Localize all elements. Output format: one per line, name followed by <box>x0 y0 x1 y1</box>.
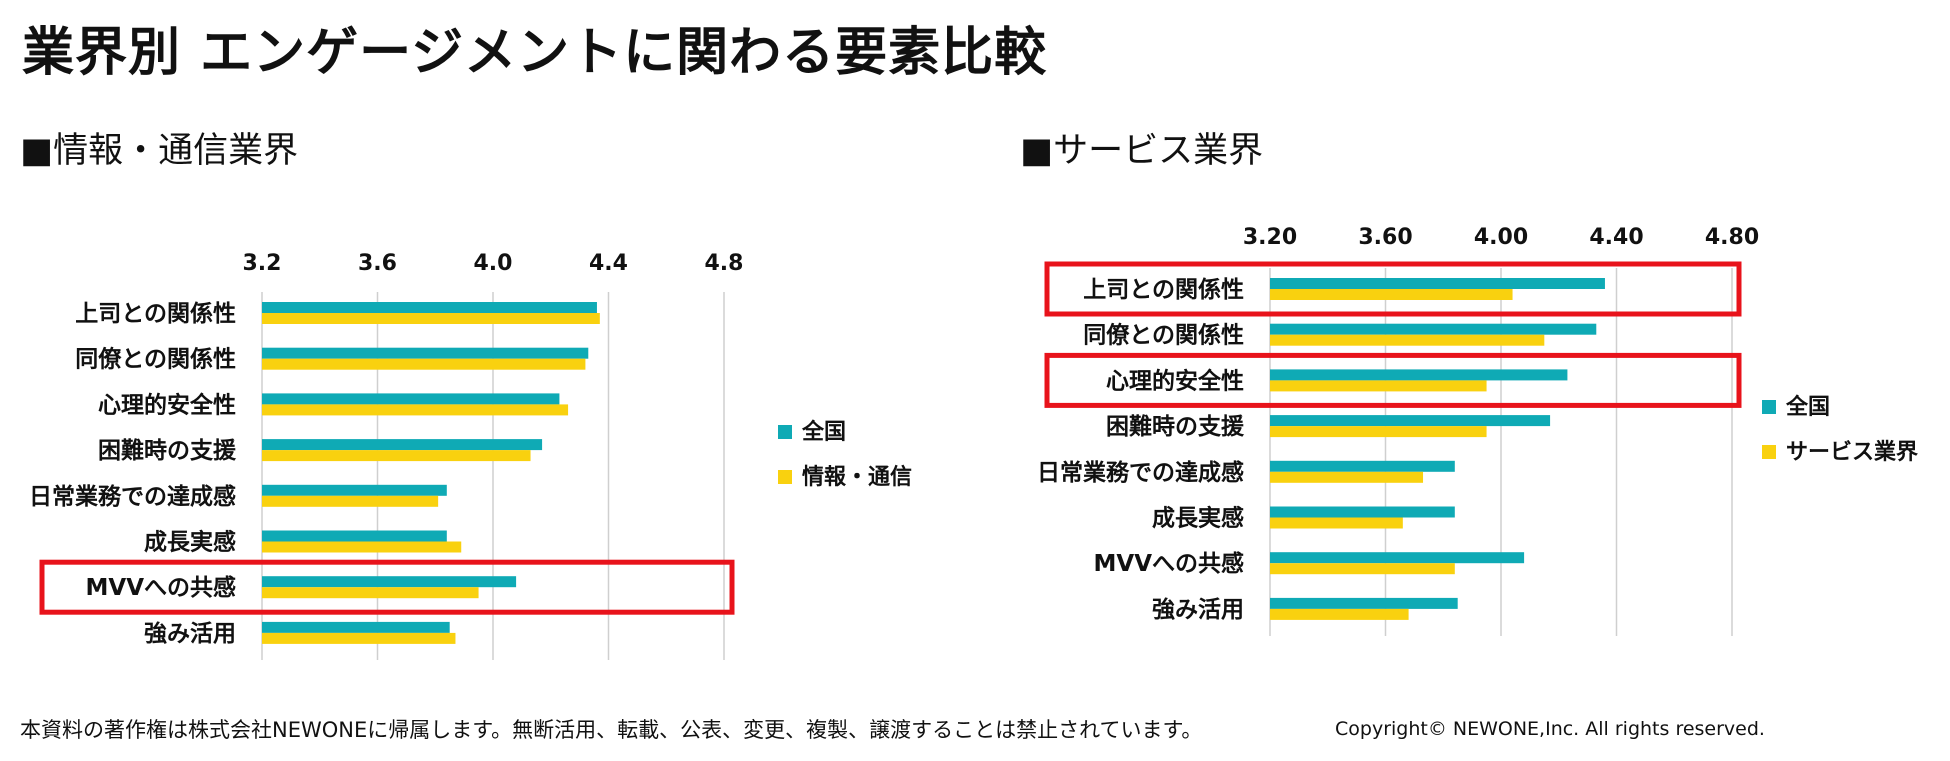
legend-label-0-1: 情報・通信 <box>802 464 912 490</box>
highlight-box-1-1 <box>1044 352 1742 408</box>
legend-swatch-1-0 <box>1762 400 1776 414</box>
category-label-0-7: 強み活用 <box>144 621 236 647</box>
category-label-0-5: 成長実感 <box>144 529 236 556</box>
tick-label-0-4: 4.8 <box>705 251 744 276</box>
bar-1-0-2 <box>1270 369 1568 381</box>
category-label-1-4: 日常業務での達成感 <box>1037 459 1244 486</box>
bar-1-0-1 <box>1270 323 1597 335</box>
bar-0-1-0 <box>262 313 600 324</box>
bar-0-1-6 <box>262 587 479 599</box>
bar-1-1-7 <box>1270 608 1409 620</box>
category-label-0-3: 困難時の支援 <box>98 437 237 464</box>
bar-0-0-7 <box>262 621 450 633</box>
bar-1-1-3 <box>1270 426 1487 438</box>
category-label-1-1: 同僚との関係性 <box>1083 322 1244 349</box>
tick-label-0-3: 4.4 <box>589 251 628 276</box>
category-label-1-5: 成長実感 <box>1152 505 1244 532</box>
highlight-box-1-0 <box>1044 261 1742 317</box>
tick-label-1-4: 4.80 <box>1705 225 1759 250</box>
bar-0-0-1 <box>262 347 589 359</box>
bar-0-0-5 <box>262 530 447 542</box>
legend-label-1-0: 全国 <box>1785 394 1830 420</box>
category-label-0-4: 日常業務での達成感 <box>29 483 236 510</box>
bar-0-1-5 <box>262 541 462 553</box>
bar-1-0-0 <box>1270 278 1605 289</box>
bar-1-1-4 <box>1270 471 1424 483</box>
tick-label-1-2: 4.00 <box>1474 225 1528 250</box>
category-label-0-1: 同僚との関係性 <box>75 346 236 373</box>
tick-label-1-3: 4.40 <box>1589 225 1643 250</box>
bar-1-1-5 <box>1270 517 1403 529</box>
tick-label-1-1: 3.60 <box>1358 225 1412 250</box>
copyright-text: Copyright© NEWONE,Inc. All rights reserv… <box>1335 718 1765 740</box>
tick-label-0-0: 3.2 <box>243 251 282 276</box>
bar-0-1-3 <box>262 450 531 462</box>
category-label-1-7: 強み活用 <box>1152 597 1244 623</box>
bar-0-0-0 <box>262 302 597 313</box>
highlight-box-0-0 <box>39 559 735 615</box>
bar-1-1-0 <box>1270 289 1513 300</box>
category-label-0-6: MVVへの共感 <box>86 574 237 601</box>
bar-0-0-6 <box>262 576 517 588</box>
bar-1-1-6 <box>1270 563 1455 575</box>
tick-label-0-2: 4.0 <box>474 251 513 276</box>
bar-0-1-1 <box>262 358 586 370</box>
bar-0-0-2 <box>262 393 560 405</box>
category-label-0-0: 上司との関係性 <box>75 301 236 327</box>
category-label-1-6: MVVへの共感 <box>1094 550 1245 577</box>
bar-0-1-7 <box>262 632 456 644</box>
bar-0-1-2 <box>262 404 569 416</box>
page-title: 業界別 エンゲージメントに関わる要素比較 <box>22 23 1048 83</box>
bar-1-1-1 <box>1270 334 1545 346</box>
bar-1-0-4 <box>1270 460 1455 472</box>
category-label-1-3: 困難時の支援 <box>1106 413 1245 440</box>
legend-swatch-0-1 <box>778 470 792 484</box>
legend-label-1-1: サービス業界 <box>1786 440 1918 465</box>
category-label-0-2: 心理的安全性 <box>98 391 236 418</box>
tick-label-0-1: 3.6 <box>358 251 397 276</box>
bar-1-0-6 <box>1270 552 1525 564</box>
section-title-service: ■サービス業界 <box>1020 131 1264 171</box>
bar-1-0-7 <box>1270 597 1458 609</box>
category-label-1-2: 心理的安全性 <box>1106 367 1244 394</box>
category-label-1-0: 上司との関係性 <box>1083 277 1244 303</box>
bar-1-1-2 <box>1270 380 1487 392</box>
tick-label-1-0: 3.20 <box>1243 225 1297 250</box>
bar-0-0-4 <box>262 484 447 496</box>
legend-swatch-0-0 <box>778 425 792 439</box>
bar-0-1-4 <box>262 495 439 507</box>
bar-1-0-3 <box>1270 415 1551 427</box>
section-title-info-comm: ■情報・通信業界 <box>20 131 299 171</box>
bar-1-0-5 <box>1270 506 1455 518</box>
legend-swatch-1-1 <box>1762 445 1776 459</box>
legend-label-0-0: 全国 <box>801 419 846 445</box>
copyright-notice: 本資料の著作権は株式会社NEWONEに帰属します。無断活用、転載、公表、変更、複… <box>20 718 1203 742</box>
bar-0-0-3 <box>262 439 543 451</box>
